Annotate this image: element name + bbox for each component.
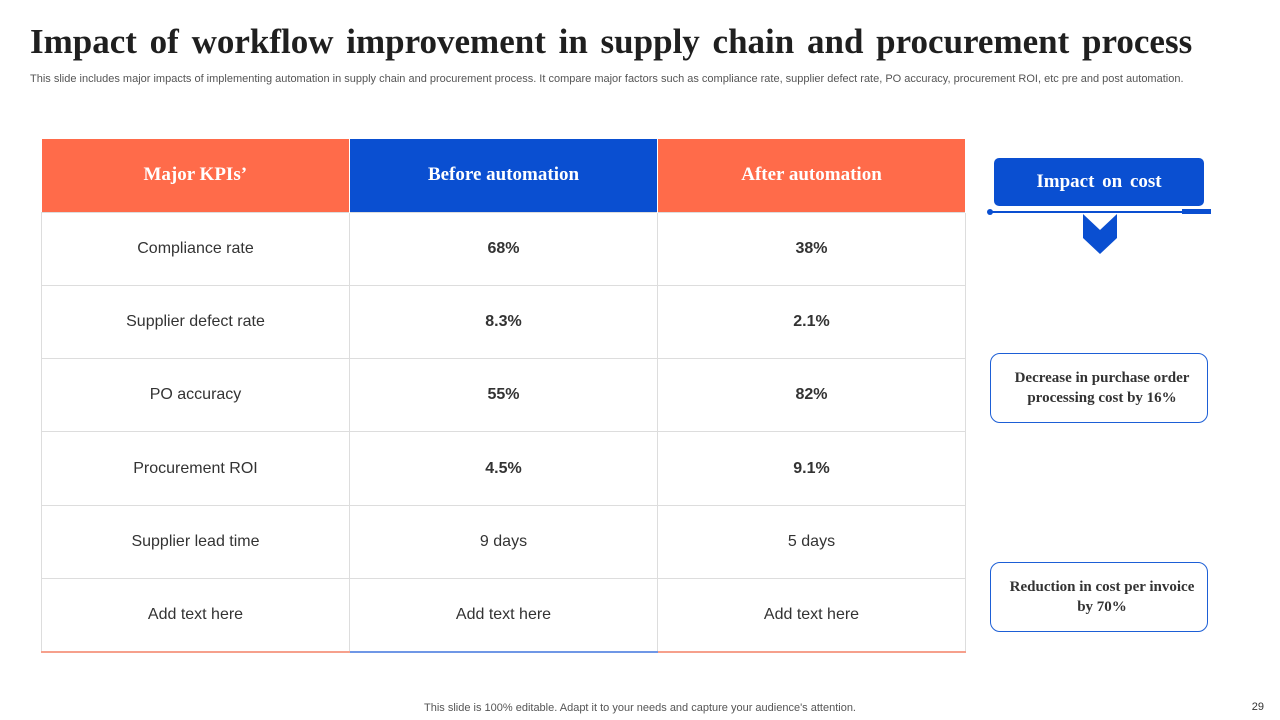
table-row: Supplier defect rate 8.3% 2.1% bbox=[41, 284, 966, 360]
before-value-cell: 55% bbox=[349, 358, 658, 433]
kpi-name-cell: Compliance rate bbox=[41, 211, 350, 286]
header-major-kpis: Major KPIs’ bbox=[41, 139, 350, 212]
table-header-row: Major KPIs’ Before automation After auto… bbox=[41, 139, 966, 212]
before-value-cell: 68% bbox=[349, 211, 658, 286]
kpi-name-cell: PO accuracy bbox=[41, 358, 350, 433]
table-row: Add text here Add text here Add text her… bbox=[41, 577, 966, 653]
footer-note: This slide is 100% editable. Adapt it to… bbox=[424, 702, 856, 714]
kpi-table: Major KPIs’ Before automation After auto… bbox=[41, 139, 966, 653]
impact-divider-tab bbox=[1182, 209, 1211, 214]
after-value-cell: 2.1% bbox=[657, 284, 966, 360]
impact-card-text: Reduction in cost per invoice by 70% bbox=[1009, 579, 1195, 615]
before-value-cell: 8.3% bbox=[349, 284, 658, 360]
impact-card-purchase-order: Decrease in purchase order processing co… bbox=[990, 353, 1208, 423]
header-after-automation: After automation bbox=[657, 139, 966, 212]
kpi-name-cell: Supplier lead time bbox=[41, 504, 350, 579]
chevron-down-icon bbox=[1083, 214, 1117, 254]
impact-on-cost-label: Impact on cost bbox=[994, 158, 1204, 206]
impact-card-invoice: Reduction in cost per invoice by 70% bbox=[990, 562, 1208, 632]
after-value-cell: 5 days bbox=[657, 504, 966, 579]
before-value-cell: Add text here bbox=[349, 577, 658, 653]
after-value-cell: 82% bbox=[657, 358, 966, 433]
kpi-name-cell: Procurement ROI bbox=[41, 431, 350, 506]
page-number: 29 bbox=[1251, 701, 1264, 713]
slide-title: Impact of workflow improvement in supply… bbox=[30, 22, 1193, 61]
impact-divider-dot bbox=[987, 209, 993, 215]
after-value-cell: 9.1% bbox=[657, 431, 966, 506]
table-row: Supplier lead time 9 days 5 days bbox=[41, 504, 966, 579]
header-before-automation: Before automation bbox=[349, 139, 658, 212]
slide-subtitle: This slide includes major impacts of imp… bbox=[30, 73, 1184, 85]
kpi-name-cell: Supplier defect rate bbox=[41, 284, 350, 360]
kpi-name-cell: Add text here bbox=[41, 577, 350, 653]
after-value-cell: 38% bbox=[657, 211, 966, 286]
table-row: Procurement ROI 4.5% 9.1% bbox=[41, 431, 966, 506]
table-row: Compliance rate 68% 38% bbox=[41, 211, 966, 286]
before-value-cell: 4.5% bbox=[349, 431, 658, 506]
impact-card-text: Decrease in purchase order processing co… bbox=[1014, 370, 1190, 406]
before-value-cell: 9 days bbox=[349, 504, 658, 579]
table-row: PO accuracy 55% 82% bbox=[41, 358, 966, 433]
after-value-cell: Add text here bbox=[657, 577, 966, 653]
impact-divider bbox=[990, 211, 1211, 213]
